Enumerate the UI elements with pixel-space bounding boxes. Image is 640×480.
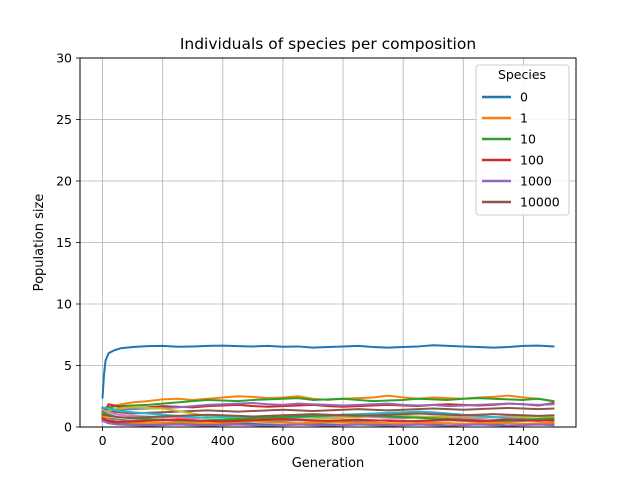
series-line-unlabeled-14 — [101, 419, 555, 427]
series-lines — [101, 344, 555, 427]
y-tick-label: 0 — [64, 420, 72, 435]
y-axis-label: Population size — [32, 194, 47, 292]
y-tick-label: 5 — [64, 358, 72, 373]
series-line-unlabeled-15 — [101, 412, 555, 419]
x-tick-label: 1400 — [507, 433, 539, 448]
series-line-unlabeled-13 — [101, 417, 555, 424]
series-line-unlabeled-11 — [101, 414, 555, 425]
y-tick-label: 25 — [56, 112, 72, 127]
x-tick-label: 1200 — [447, 433, 479, 448]
legend-entries: 0 1 10 100 1000 10000 — [482, 90, 560, 210]
legend-label-1000: 1000 — [520, 174, 552, 189]
y-tick-label: 20 — [56, 174, 72, 189]
x-tick-label: 800 — [331, 433, 355, 448]
series-line-1000 — [101, 402, 555, 417]
legend-label-0: 0 — [520, 90, 528, 105]
x-axis-label: Generation — [292, 456, 365, 471]
series-line-10000 — [101, 406, 555, 415]
x-tick-label: 200 — [151, 433, 175, 448]
x-tick-label: 1000 — [387, 433, 419, 448]
legend-label-10: 10 — [520, 132, 536, 147]
x-tick-label: 0 — [99, 433, 107, 448]
legend-box — [475, 64, 570, 216]
y-tick-label: 15 — [56, 235, 72, 250]
chart-title: Individuals of species per composition — [180, 35, 476, 53]
legend-title: Species — [498, 67, 546, 82]
y-tick-label: 30 — [56, 51, 72, 66]
series-line-10 — [101, 397, 555, 410]
legend-label-10000: 10000 — [520, 195, 560, 210]
legend: Species 0 1 10 100 1000 10000 — [475, 64, 570, 216]
series-line-0 — [101, 344, 555, 399]
x-tick-label: 400 — [211, 433, 235, 448]
legend-label-100: 100 — [520, 153, 544, 168]
legend-label-1: 1 — [520, 111, 528, 126]
y-tick-label: 10 — [56, 297, 72, 312]
x-tick-label: 600 — [271, 433, 295, 448]
